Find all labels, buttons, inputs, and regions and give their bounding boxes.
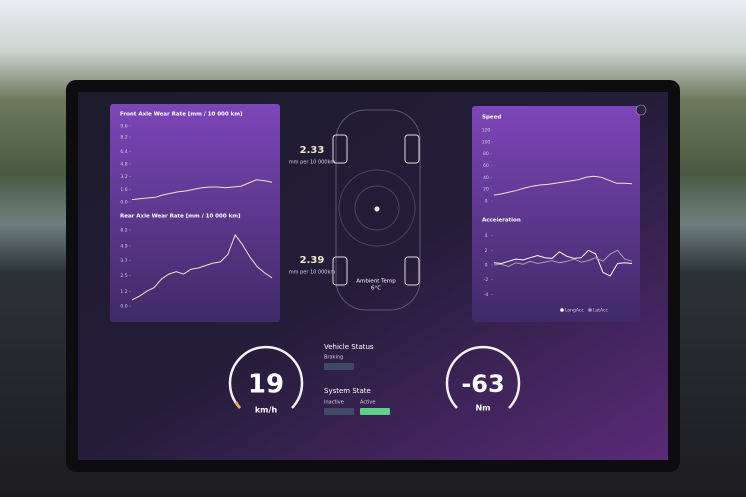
y-tick-label: 100 xyxy=(482,139,491,145)
y-tick-label: 6.4 xyxy=(120,149,127,155)
ambient-label: Ambient Temp xyxy=(356,279,396,285)
chart-title: Acceleration xyxy=(482,218,521,224)
y-tick-label: 0.0 xyxy=(120,304,127,310)
y-tick-label: 9.6 xyxy=(120,124,127,130)
gauge-value: -63 xyxy=(461,370,504,398)
y-tick-label: 60 xyxy=(483,163,489,169)
line-series xyxy=(493,249,633,268)
y-tick-label: 3.7 xyxy=(120,258,127,264)
gauge-track xyxy=(228,345,304,409)
chart-title: Speed xyxy=(482,115,501,121)
tire xyxy=(332,134,348,164)
y-tick-label: 4.8 xyxy=(120,162,127,168)
y-tick-label: 0 xyxy=(485,199,488,205)
y-tick-label: 3.2 xyxy=(120,174,127,180)
chart-title: Rear Axle Wear Rate [mm / 10 000 km] xyxy=(120,214,241,220)
state-indicator xyxy=(360,408,390,415)
legend-swatch xyxy=(588,308,592,312)
gauge-unit: Nm xyxy=(475,404,490,413)
line-series xyxy=(493,249,633,277)
gauge-accent xyxy=(234,401,241,409)
legend-swatch xyxy=(560,308,564,312)
y-tick-label: 80 xyxy=(483,151,489,157)
legend-label: LongAcc xyxy=(565,308,584,314)
settings-button[interactable] xyxy=(635,104,647,116)
chart-title: Front Axle Wear Rate [mm / 10 000 km] xyxy=(120,112,243,118)
right-panel xyxy=(472,106,640,322)
state-item: Active xyxy=(360,400,375,406)
y-tick-label: 2.5 xyxy=(120,273,127,279)
y-tick-label: 40 xyxy=(483,175,489,181)
y-tick-label: 6.2 xyxy=(120,228,127,234)
center-ring xyxy=(338,169,416,247)
status-title: Vehicle Status xyxy=(324,343,374,351)
state-title: System State xyxy=(324,387,371,395)
tire xyxy=(332,256,348,286)
state-indicator xyxy=(324,408,354,415)
tire xyxy=(404,256,420,286)
y-tick-label: 0.0 xyxy=(120,200,127,206)
axle-unit: mm per 10 000km xyxy=(289,270,336,276)
legend-label: LatAcc xyxy=(593,308,609,314)
center-dot xyxy=(374,206,380,212)
state-item: Inactive xyxy=(324,400,344,406)
axle-value: 2.39 xyxy=(300,255,325,266)
y-tick-label: 1.6 xyxy=(120,187,127,193)
axle-value: 2.33 xyxy=(300,145,325,156)
ambient-value: 6°C xyxy=(371,286,381,292)
line-series xyxy=(131,233,273,301)
center-ring xyxy=(354,185,400,231)
left-panel xyxy=(110,104,280,322)
y-tick-label: 4.9 xyxy=(120,243,127,249)
car-outline xyxy=(335,109,421,311)
tire xyxy=(404,134,420,164)
y-tick-label: -2 xyxy=(484,277,489,283)
y-tick-label: 0 xyxy=(485,263,488,269)
gauge-unit: km/h xyxy=(255,406,278,415)
y-tick-label: -4 xyxy=(484,292,489,298)
status-indicator xyxy=(324,363,354,370)
gauge-value: 19 xyxy=(248,370,284,400)
y-tick-label: 120 xyxy=(482,128,491,134)
y-tick-label: 8.2 xyxy=(120,135,127,141)
y-tick-label: 4 xyxy=(485,233,488,239)
status-item: Braking xyxy=(324,355,343,361)
line-series xyxy=(131,179,273,201)
y-tick-label: 20 xyxy=(483,187,489,193)
axle-unit: mm per 10 000km xyxy=(289,160,336,166)
line-series xyxy=(493,175,633,196)
gauge-track xyxy=(445,345,521,409)
y-tick-label: 1.2 xyxy=(120,289,127,295)
y-tick-label: 2 xyxy=(485,248,488,254)
